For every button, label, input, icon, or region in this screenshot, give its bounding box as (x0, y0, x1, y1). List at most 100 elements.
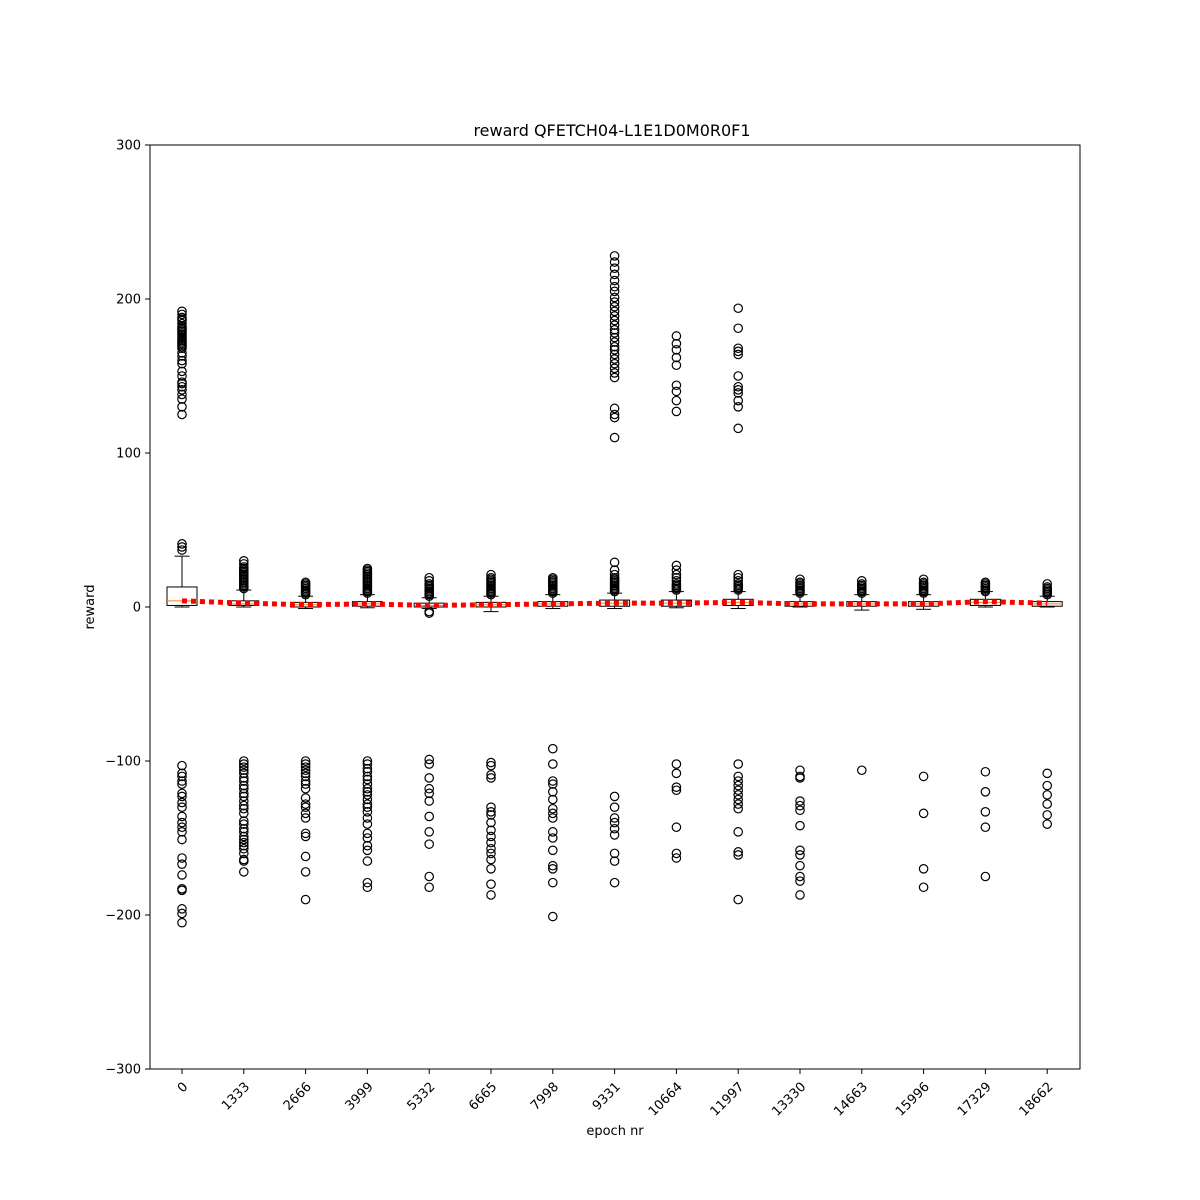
outlier-point (177, 811, 187, 822)
outlier-point (362, 783, 373, 794)
mean-trend-line (181, 598, 1048, 608)
outlier-point (1042, 579, 1052, 589)
outlier-point (733, 803, 743, 814)
y-tick-label: 300 (116, 139, 141, 154)
outlier-point (177, 908, 187, 919)
outlier-point (239, 823, 249, 834)
outlier-point (177, 859, 187, 869)
outlier-point (239, 791, 249, 802)
outlier-point (918, 863, 929, 874)
outlier-point (177, 348, 187, 358)
outlier-point (362, 756, 373, 766)
outlier-point (177, 401, 187, 412)
outlier-point (733, 785, 743, 796)
outlier-point (239, 803, 249, 814)
outlier-point (609, 830, 620, 840)
y-tick-label: 200 (116, 293, 141, 308)
x-tick-label: 17329 (955, 1080, 995, 1120)
outlier-point (795, 890, 805, 900)
outlier-point (424, 839, 434, 849)
outlier-point (547, 877, 558, 888)
outlier-point (486, 863, 496, 874)
outlier-point (733, 794, 743, 805)
outlier-point (300, 894, 311, 905)
outlier-point (918, 771, 929, 782)
outlier-point (300, 808, 311, 819)
outlier-point (609, 311, 620, 321)
outlier-point (239, 834, 249, 845)
outlier-point (733, 585, 743, 595)
outlier-point (733, 572, 743, 583)
outlier-point (671, 572, 682, 583)
outlier-point (795, 574, 805, 585)
outlier-point (609, 565, 620, 575)
outlier-point (609, 358, 620, 369)
outlier-point (733, 771, 743, 782)
outlier-point (239, 831, 249, 842)
outlier-point (362, 588, 373, 598)
outlier-point (795, 871, 805, 882)
outlier-point (547, 776, 558, 786)
outlier-point (177, 760, 187, 771)
x-tick-label: 10664 (646, 1080, 686, 1120)
outlier-point (300, 813, 311, 823)
box-2666 (290, 595, 322, 610)
outlier-point (362, 790, 373, 800)
outlier-point (239, 843, 249, 854)
outlier-point (239, 819, 249, 829)
outlier-point (609, 569, 620, 580)
outlier-point (980, 871, 991, 882)
outlier-point (486, 760, 496, 771)
outlier-point (795, 773, 805, 783)
outlier-point (300, 799, 311, 809)
outlier-point (177, 385, 187, 395)
outlier-point (671, 331, 682, 341)
outlier-point (980, 807, 991, 817)
outlier-point (856, 588, 867, 598)
outlier-point (609, 557, 620, 568)
outlier-point (177, 318, 187, 329)
outlier-point (918, 808, 929, 819)
outlier-point (733, 759, 743, 769)
outlier-point (733, 343, 743, 354)
outlier-point (300, 762, 311, 772)
outlier-point (795, 765, 805, 776)
outlier-point (177, 389, 187, 400)
outlier-point (177, 917, 187, 928)
outlier-point (424, 576, 434, 586)
outlier-point (609, 320, 620, 330)
outlier-point (609, 251, 620, 261)
outlier-point (733, 385, 743, 395)
outlier-point (1042, 589, 1052, 600)
outlier-point (300, 783, 311, 794)
outlier-point (1042, 819, 1052, 829)
outlier-point (609, 354, 620, 364)
outlier-point (733, 827, 743, 837)
outlier-point (177, 378, 187, 389)
outlier-point (239, 827, 249, 837)
outlier-point (239, 773, 249, 783)
outlier-point (671, 345, 682, 355)
outlier-point (733, 894, 743, 905)
outlier-point (362, 877, 373, 888)
outlier-point (177, 885, 187, 896)
outlier-point (177, 791, 187, 802)
outlier-point (239, 808, 249, 819)
outlier-point (609, 368, 620, 378)
outlier-point (239, 762, 249, 772)
outlier-point (300, 759, 311, 769)
outlier-point (609, 286, 620, 297)
outlier-point (362, 845, 373, 856)
outlier-point (239, 867, 249, 877)
outlier-point (177, 771, 187, 782)
outlier-point (609, 275, 620, 286)
outlier-point (547, 803, 558, 814)
outlier-point (239, 756, 249, 766)
outlier-point (1042, 790, 1052, 800)
outlier-point (362, 813, 373, 823)
box-iqr (166, 586, 198, 606)
outlier-point (609, 269, 620, 280)
outlier-point (424, 882, 434, 893)
outlier-point (486, 807, 496, 817)
